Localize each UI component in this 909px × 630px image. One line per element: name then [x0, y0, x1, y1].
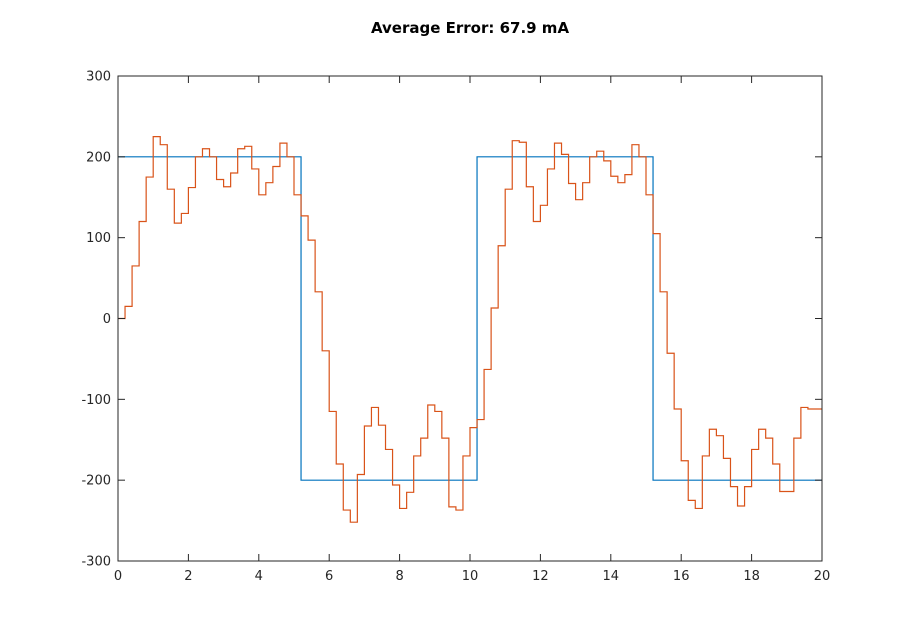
x-tick-label: 8 [395, 569, 403, 584]
y-tick-label: -100 [81, 393, 111, 408]
y-tick-label: 0 [103, 312, 111, 327]
x-tick-label: 14 [603, 569, 620, 584]
y-tick-label: 300 [86, 70, 111, 85]
y-tick-label: 200 [86, 150, 111, 165]
plot-area-border [117, 75, 823, 562]
x-axis: 0 2 4 6 8 10 12 14 16 18 20 [114, 76, 830, 584]
y-tick-label: 100 [86, 231, 111, 246]
series-line-2 [118, 136, 822, 523]
x-tick-label: 18 [743, 569, 760, 584]
y-axis: -300 -200 -100 0 100 200 300 [81, 70, 822, 570]
x-tick-label: 0 [114, 569, 122, 584]
series-layer [118, 136, 822, 523]
x-tick-label: 6 [325, 569, 333, 584]
x-tick-label: 4 [255, 569, 263, 584]
x-tick-label: 16 [673, 569, 690, 584]
x-tick-label: 2 [184, 569, 192, 584]
x-tick-label: 12 [532, 569, 549, 584]
x-tick-label: 20 [814, 569, 831, 584]
chart-title: Average Error: 67.9 mA [371, 19, 570, 37]
x-tick-label: 10 [462, 569, 479, 584]
y-tick-label: -200 [81, 474, 111, 489]
y-tick-label: -300 [81, 555, 111, 570]
